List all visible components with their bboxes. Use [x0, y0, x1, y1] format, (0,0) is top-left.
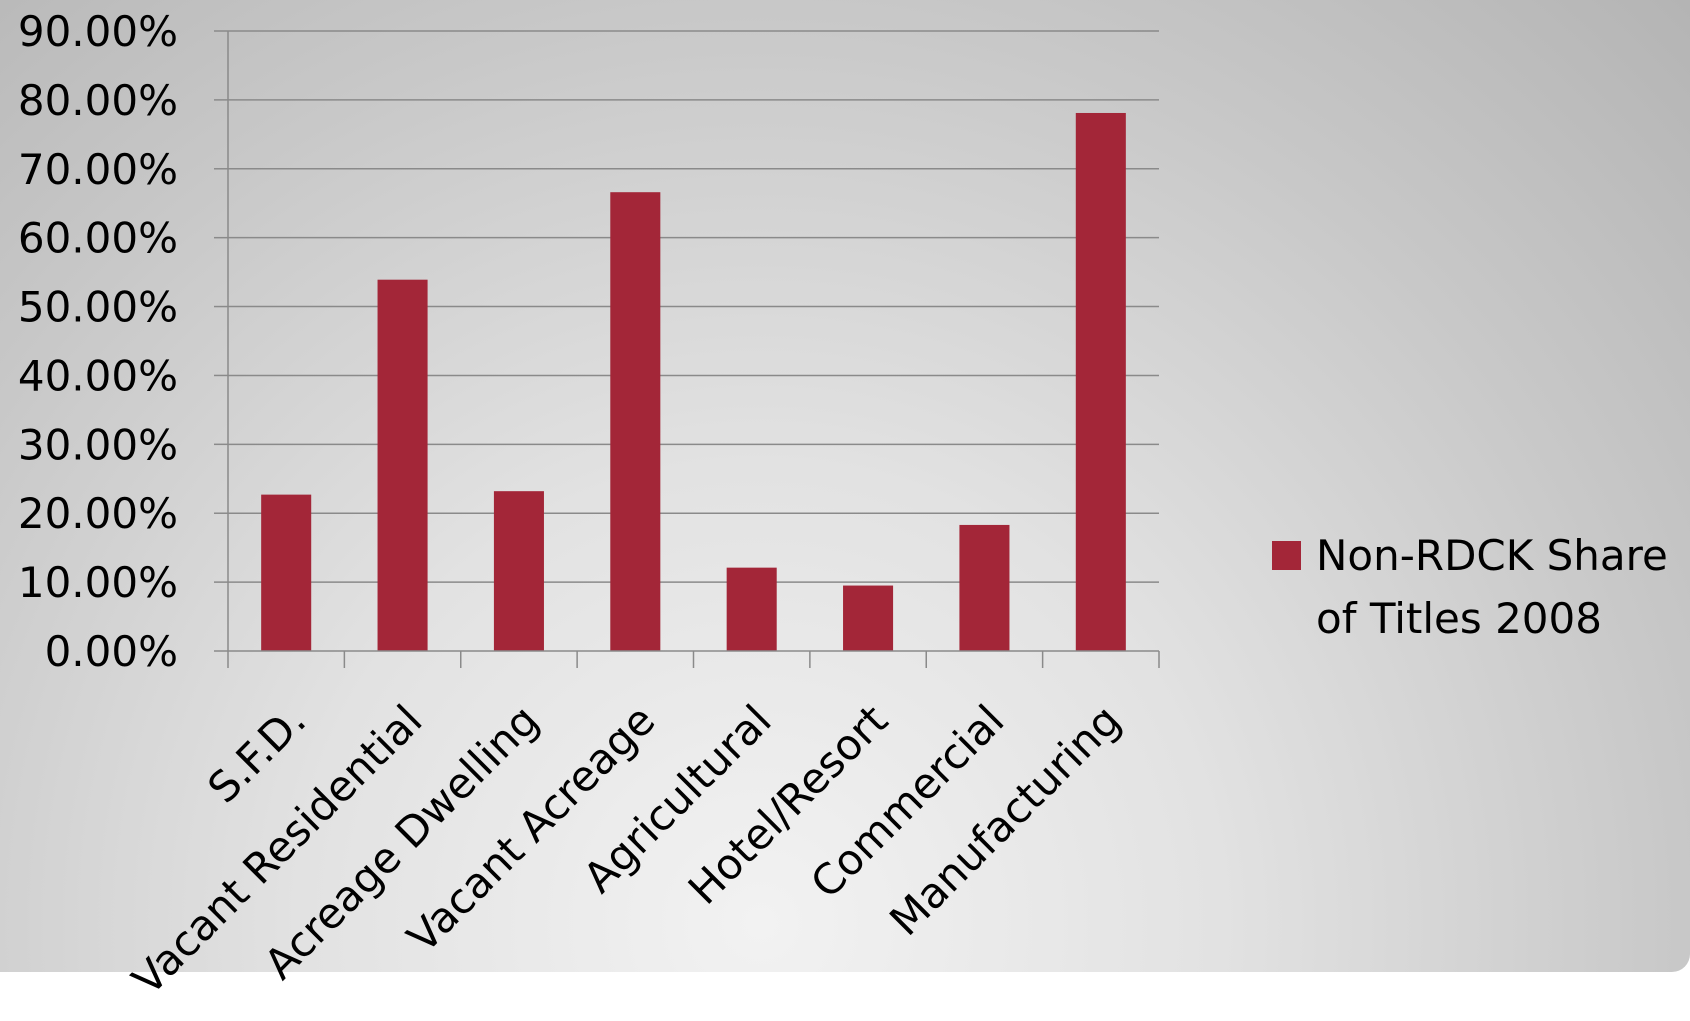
bar — [493, 491, 544, 651]
bar — [959, 524, 1010, 651]
gridlines — [228, 30, 1159, 583]
y-axis-tick-label: 10.00% — [18, 558, 178, 607]
legend-label-line-2: of Titles 2008 — [1316, 594, 1602, 643]
y-axis-tick-label: 60.00% — [18, 214, 178, 263]
y-axis-tick-label: 70.00% — [18, 145, 178, 194]
y-axis-tick-label: 40.00% — [18, 351, 178, 400]
legend-swatch — [1272, 541, 1301, 570]
y-axis-tick-labels: 0.00% 10.00% 20.00% 30.00% 40.00% 50.00% 60.00… — [18, 7, 178, 676]
legend-label-line-1: Non-RDCK Share — [1316, 531, 1668, 580]
y-axis-tick-label: 50.00% — [18, 283, 178, 332]
bar — [1075, 112, 1126, 651]
bar — [610, 192, 661, 651]
bar — [726, 567, 777, 651]
chart-background — [0, 0, 1690, 972]
y-axis-tick-label: 80.00% — [18, 76, 178, 125]
x-axis-category-label: Hotel/Resort — [679, 695, 897, 913]
legend: Non-RDCK Share of Titles 2008 — [1272, 531, 1668, 643]
bars — [261, 112, 1126, 651]
bar — [261, 494, 312, 651]
axes — [214, 30, 1160, 668]
y-axis-tick-label: 20.00% — [18, 489, 178, 538]
bar — [843, 585, 894, 651]
y-axis-tick-label: 0.00% — [45, 627, 178, 676]
bar — [377, 279, 428, 651]
y-axis-tick-label: 30.00% — [18, 420, 178, 469]
y-axis-tick-label: 90.00% — [18, 7, 178, 56]
